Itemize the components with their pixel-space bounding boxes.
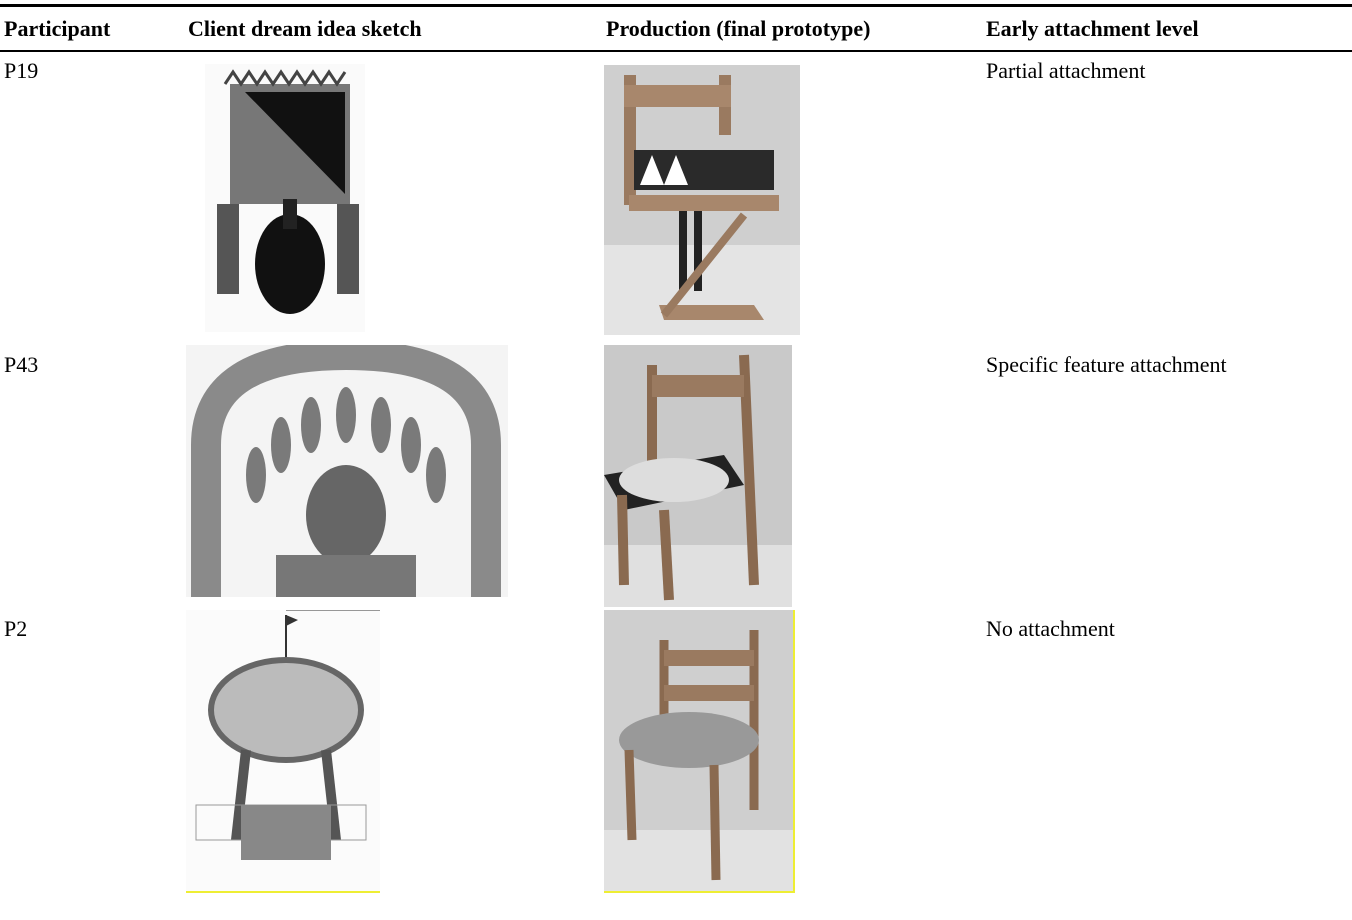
prototype-photo	[604, 610, 795, 893]
prototype-photo	[604, 345, 792, 607]
sketch-image	[186, 345, 508, 597]
header-cell: Participant	[4, 16, 111, 41]
sketch-image	[186, 610, 380, 893]
level-cell: Specific feature attachment	[986, 352, 1227, 377]
level-cell: Partial attachment	[986, 58, 1146, 83]
header-cell: Production (final prototype)	[606, 16, 871, 41]
participant-cell: P43	[4, 352, 39, 377]
participant-cell: P2	[4, 616, 28, 641]
top-rule	[0, 4, 1352, 7]
participant-cell: P19	[4, 58, 39, 83]
header-rule	[0, 50, 1352, 52]
header-cell: Early attachment level	[986, 16, 1199, 41]
header-cell: Client dream idea sketch	[188, 16, 422, 41]
prototype-photo	[604, 65, 800, 335]
level-cell: No attachment	[986, 616, 1115, 641]
sketch-image	[205, 64, 365, 332]
